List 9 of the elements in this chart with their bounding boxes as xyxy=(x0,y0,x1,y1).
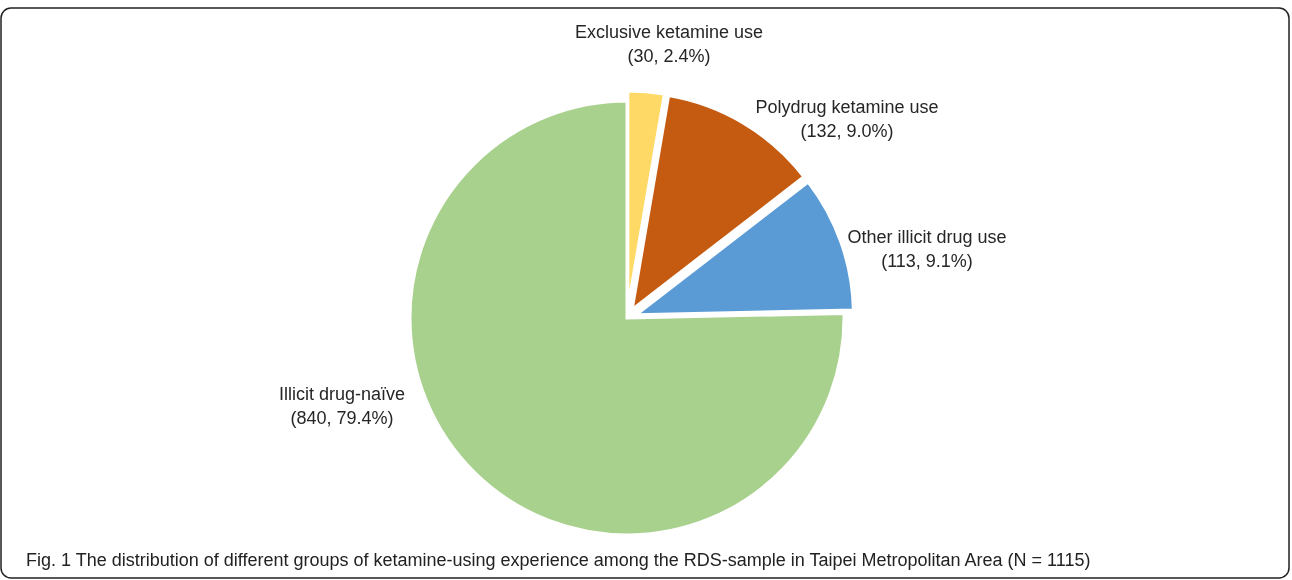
slice-label: Exclusive ketamine use xyxy=(574,22,764,42)
slice-label: Illicit drug-naïve xyxy=(278,384,406,404)
slice-label: Other illicit drug use xyxy=(847,227,1007,247)
data-label: (840, 79.4%) xyxy=(290,408,394,428)
slice-label: Polydrug ketamine use xyxy=(755,97,939,117)
data-label: (113, 9.1%) xyxy=(881,251,973,271)
caption: Fig. 1 The distribution of different groups of ketamine-using experience among the RDS-sample in Taipei Metropolitan Area (N = 1115) xyxy=(26,550,1091,570)
data-label: (30, 2.4%) xyxy=(627,46,711,66)
data-label: (132, 9.0%) xyxy=(800,121,894,141)
